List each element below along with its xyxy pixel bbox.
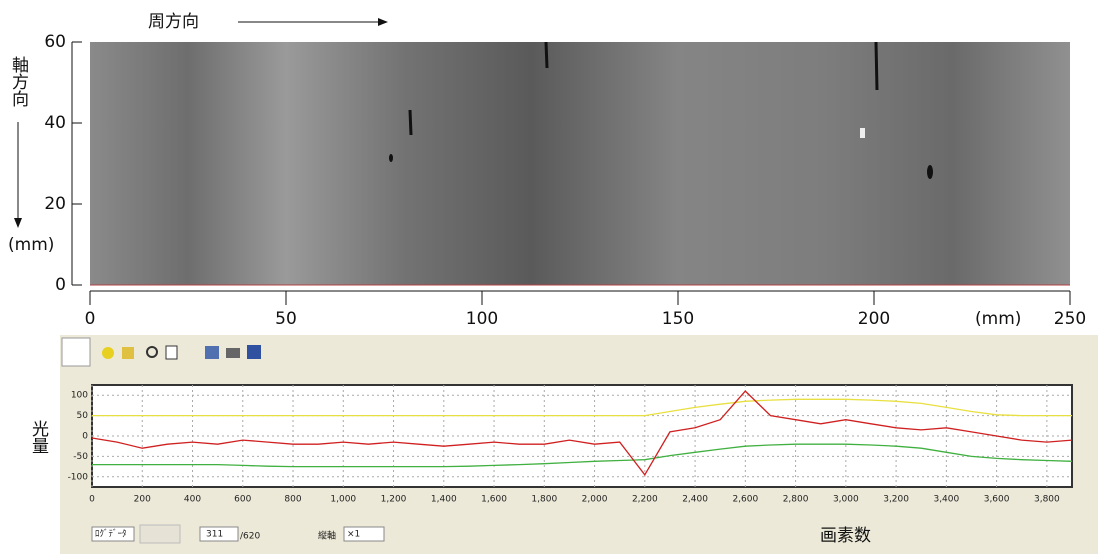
tool-button[interactable]	[62, 338, 90, 366]
x-tick-label: 0	[85, 309, 96, 329]
y-tick-label: 60	[44, 32, 66, 52]
x-tick-label: 1,400	[431, 495, 457, 505]
x-tick-label: 200	[134, 495, 151, 505]
x-tick-label: 600	[234, 495, 251, 505]
scale-select: ×1	[347, 530, 360, 540]
spot	[860, 128, 865, 138]
y-axis-title: 軸方向	[8, 56, 29, 107]
x-tick-label: 100	[466, 309, 498, 329]
arrow-head	[14, 218, 22, 228]
y-axis-title: 光量	[28, 420, 49, 454]
x-tick-label: 250	[1054, 309, 1086, 329]
mode-select: ﾛｸﾞﾃﾞｰﾀ	[95, 529, 127, 540]
x-tick-label: 1,600	[481, 495, 507, 505]
y-tick-label: 20	[44, 194, 66, 214]
surface-image	[90, 42, 1070, 285]
y-tick-label: 100	[71, 391, 88, 401]
x-tick-label: 2,800	[783, 495, 809, 505]
x-tick-label: 0	[89, 495, 95, 505]
x-tick-label: 2,600	[732, 495, 758, 505]
x-tick-label: 3,400	[933, 495, 959, 505]
x-tick-label: 1,800	[531, 495, 557, 505]
y-tick-label: 0	[82, 432, 88, 442]
x-tick-label: 150	[662, 309, 694, 329]
x-tick-label: 2,400	[682, 495, 708, 505]
x-axis-title: 周方向	[148, 12, 199, 32]
x-tick-label: 200	[858, 309, 890, 329]
tool-icon[interactable]	[247, 345, 261, 359]
y-tick-label: 0	[55, 275, 66, 295]
y-tick-label: -50	[73, 452, 88, 462]
axis-scale-label: 縦軸	[318, 530, 336, 542]
x-tick-label: 2,000	[582, 495, 608, 505]
x-tick-label: 1,200	[381, 495, 407, 505]
y-unit: (mm)	[8, 235, 54, 255]
x-tick-label: 800	[284, 495, 301, 505]
tool-icon[interactable]	[205, 346, 219, 359]
y-tick-label: -100	[68, 472, 89, 482]
y-tick-label: 50	[77, 411, 89, 421]
x-tick-label: 3,800	[1034, 495, 1060, 505]
frame-total: /620	[240, 532, 260, 542]
x-axis-title: 画素数	[820, 526, 871, 546]
x-tick-label: 3,600	[984, 495, 1010, 505]
tool-icon[interactable]	[102, 347, 114, 359]
frame-number: 311	[206, 530, 223, 540]
x-tick-label: 3,200	[883, 495, 909, 505]
arrow-head	[378, 18, 388, 26]
y-tick-label: 40	[44, 113, 66, 133]
x-tick-label: 50	[275, 309, 297, 329]
defect	[389, 154, 393, 162]
tool-icon[interactable]	[122, 347, 134, 359]
tool-icon[interactable]	[226, 348, 240, 358]
x-tick-label: 2,200	[632, 495, 658, 505]
x-tick-label: 3,000	[833, 495, 859, 505]
x-unit: (mm)	[975, 309, 1021, 329]
x-tick-label: 400	[184, 495, 201, 505]
figure: 周方向 軸方向 (mm) (mm) 光量 画素数 ﾛｸﾞﾃﾞｰﾀ 311 /62…	[0, 0, 1098, 554]
defect	[927, 165, 933, 179]
button[interactable]	[140, 525, 180, 543]
x-tick-label: 1,000	[330, 495, 356, 505]
tool-icon[interactable]	[166, 346, 177, 359]
